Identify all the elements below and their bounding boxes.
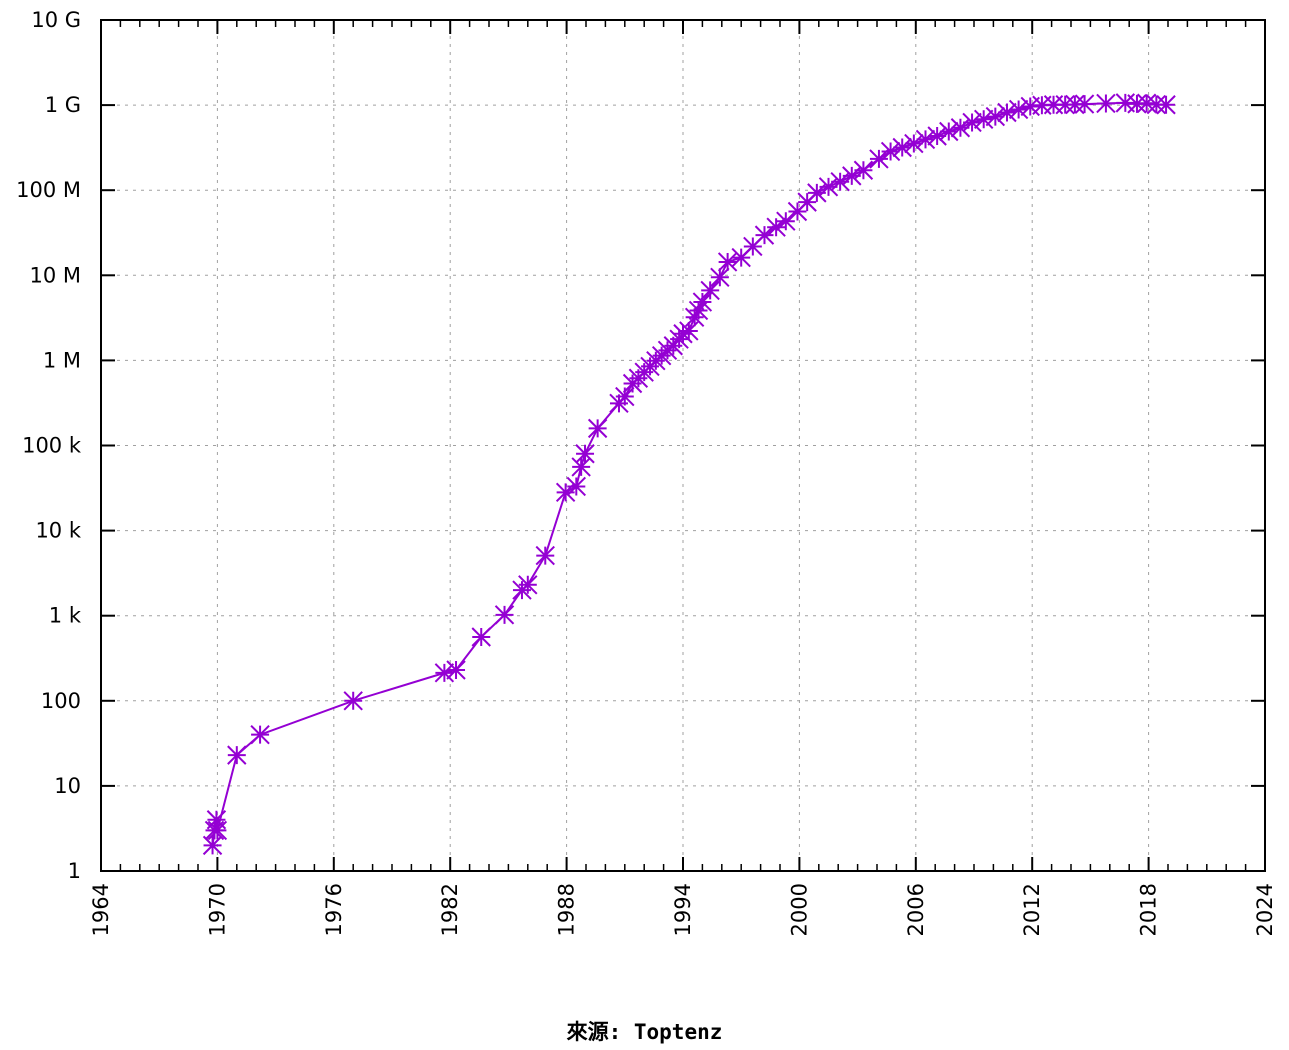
x-tick-label: 1994 bbox=[671, 883, 695, 936]
data-point-marker bbox=[206, 810, 227, 830]
y-tick-label: 1 M bbox=[43, 348, 81, 372]
data-point-marker bbox=[962, 112, 982, 133]
data-point-marker bbox=[1156, 95, 1176, 115]
x-tick-label: 1988 bbox=[555, 883, 579, 936]
data-point-marker bbox=[807, 183, 827, 203]
x-tick-label: 2006 bbox=[904, 883, 928, 936]
data-point-marker bbox=[787, 201, 808, 222]
data-point-marker bbox=[555, 482, 576, 503]
data-point-marker bbox=[842, 166, 862, 186]
y-tick-label: 100 M bbox=[16, 178, 81, 202]
x-tick-label: 1970 bbox=[205, 883, 229, 936]
data-point-marker bbox=[535, 545, 555, 566]
data-point-marker bbox=[1043, 95, 1064, 115]
y-tick-label: 1 G bbox=[45, 93, 81, 117]
series-line bbox=[211, 101, 1167, 846]
data-point-marker bbox=[853, 160, 874, 180]
data-point-marker bbox=[679, 321, 699, 341]
data-point-marker bbox=[915, 129, 936, 150]
x-tick-labels: 1964 1970 1976 1982 1988 1994 2000 2006 2012 2018… bbox=[89, 883, 1277, 936]
data-point-marker bbox=[343, 691, 363, 711]
y-tick-labels: 1 10 100 1 k 10 k 100 k 1 M 10 M 100 M 1 G 10 G bbox=[16, 8, 82, 883]
data-point-marker bbox=[939, 121, 959, 142]
data-point-marker bbox=[684, 307, 705, 327]
x-tick-label: 2012 bbox=[1020, 883, 1044, 936]
data-point-marker bbox=[575, 444, 595, 464]
data-point-marker bbox=[880, 141, 901, 162]
data-point-marker bbox=[518, 575, 538, 595]
data-point-marker bbox=[754, 225, 775, 245]
y-tick-label: 10 G bbox=[31, 8, 81, 32]
data-point-marker bbox=[818, 177, 839, 197]
data-point-marker bbox=[904, 133, 924, 154]
data-point-marker bbox=[1074, 94, 1095, 114]
data-point-marker bbox=[566, 476, 587, 497]
data-point-marker bbox=[1096, 93, 1116, 114]
data-point-marker bbox=[985, 106, 1006, 127]
data-point-marker bbox=[1127, 94, 1147, 114]
data-point-marker bbox=[830, 171, 850, 192]
y-tick-label: 10 M bbox=[29, 263, 81, 287]
data-point-marker bbox=[1115, 93, 1136, 113]
data-point-marker bbox=[688, 300, 709, 321]
data-point-marker bbox=[1136, 93, 1157, 113]
series-polyline bbox=[211, 101, 1167, 846]
y-tick-label: 10 k bbox=[35, 519, 81, 543]
x-tick-label: 1976 bbox=[322, 883, 346, 936]
data-point-marker bbox=[743, 236, 763, 257]
data-point-marker bbox=[717, 252, 738, 272]
data-point-marker bbox=[1146, 94, 1167, 115]
data-point-marker bbox=[1008, 99, 1029, 120]
x-tick-label: 2018 bbox=[1137, 883, 1161, 936]
data-point-marker bbox=[587, 418, 608, 439]
data-point-marker bbox=[1055, 94, 1075, 115]
x-tick-label: 2000 bbox=[787, 883, 811, 936]
data-point-marker bbox=[615, 386, 635, 407]
data-point-marker bbox=[700, 280, 720, 301]
data-point-marker bbox=[202, 835, 223, 856]
y-tick-label: 100 bbox=[41, 689, 81, 713]
x-tick-label: 1964 bbox=[89, 883, 113, 936]
data-point-marker bbox=[927, 126, 947, 146]
y-tick-label: 100 k bbox=[22, 434, 82, 458]
y-tick-label: 1 bbox=[68, 859, 81, 883]
data-point-marker bbox=[776, 211, 796, 231]
data-point-marker bbox=[1020, 96, 1040, 117]
data-point-marker bbox=[869, 149, 889, 169]
data-point-marker bbox=[669, 329, 689, 349]
data-point-marker bbox=[950, 118, 971, 138]
x-tick-label: 1982 bbox=[438, 883, 462, 936]
gridlines bbox=[101, 20, 1265, 871]
y-tick-label: 10 bbox=[54, 774, 81, 798]
data-point-marker bbox=[692, 292, 713, 312]
x-tick-label: 2024 bbox=[1253, 883, 1277, 936]
data-point-marker bbox=[571, 457, 591, 477]
data-point-marker bbox=[892, 137, 912, 158]
data-point-marker bbox=[227, 745, 247, 765]
data-point-marker bbox=[250, 724, 270, 745]
y-tick-label: 1 k bbox=[49, 604, 82, 628]
data-point-marker bbox=[1032, 95, 1052, 115]
data-point-marker bbox=[446, 660, 466, 680]
data-point-marker bbox=[797, 192, 817, 212]
data-point-marker bbox=[731, 247, 751, 268]
line-chart: 1 10 100 1 k 10 k 100 k 1 M 10 M 100 M 1 G 10 G 19… bbox=[16, 8, 1277, 936]
axis-ticks bbox=[100, 19, 1266, 872]
data-point-marker bbox=[1065, 94, 1085, 115]
data-points bbox=[202, 93, 1176, 856]
data-point-marker bbox=[207, 820, 228, 841]
data-point-marker bbox=[973, 109, 994, 130]
data-point-marker bbox=[494, 605, 515, 625]
data-point-marker bbox=[766, 217, 786, 237]
data-point-marker bbox=[673, 324, 693, 344]
source-caption: 來源: Toptenz bbox=[566, 1020, 723, 1044]
data-point-marker bbox=[710, 267, 730, 288]
data-point-marker bbox=[471, 627, 491, 647]
data-point-marker bbox=[997, 102, 1017, 123]
data-point-marker bbox=[434, 663, 455, 683]
